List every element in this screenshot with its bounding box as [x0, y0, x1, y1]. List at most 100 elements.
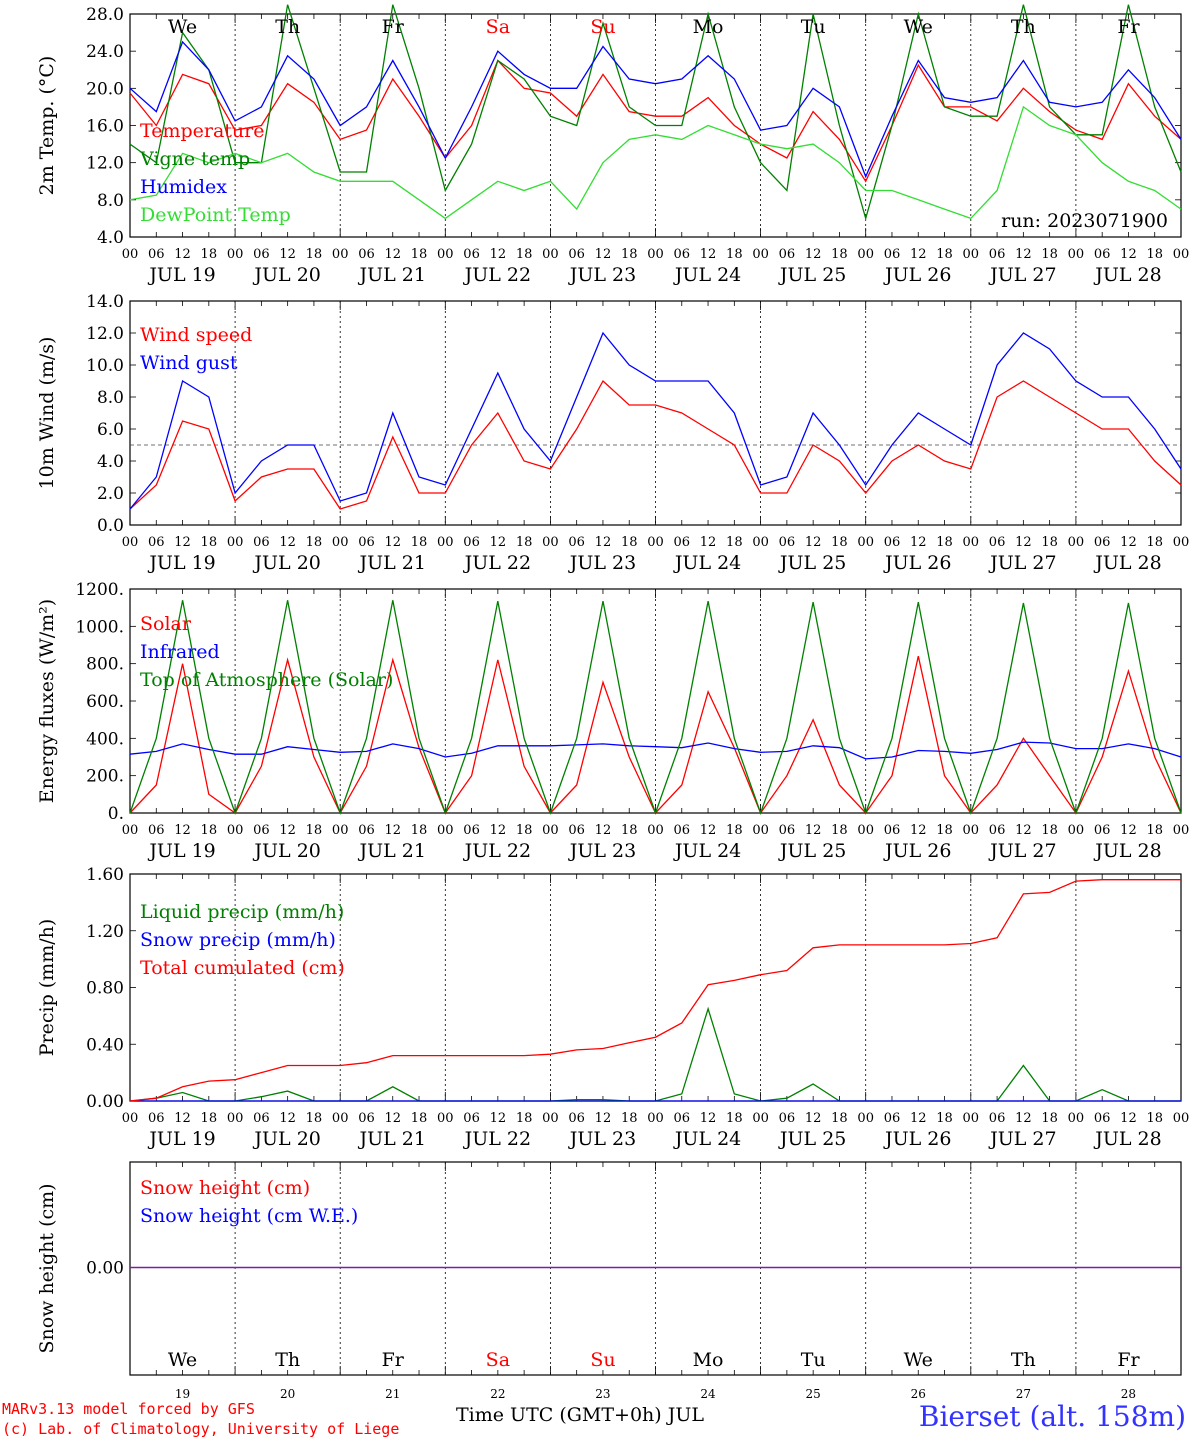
hour-tick-label: 18	[621, 535, 638, 550]
hour-tick-label: 00	[1173, 535, 1190, 550]
hour-tick-label: 12	[700, 823, 717, 838]
day-number-label: 19	[175, 1387, 190, 1401]
weekday-label-bottom: We	[168, 1349, 197, 1371]
series-line-infrared	[129, 741, 1182, 760]
hour-tick-label: 00	[1068, 535, 1085, 550]
hour-tick-label: 12	[1015, 535, 1032, 550]
hour-tick-label: 18	[201, 535, 218, 550]
y-tick-label: 24.0	[86, 42, 124, 62]
legend-entry: Total cumulated (cm)	[140, 957, 345, 979]
date-label: JUL 19	[147, 1128, 215, 1150]
date-label: JUL 21	[358, 552, 426, 574]
hour-tick-label: 00	[227, 823, 244, 838]
series-line-humidex	[129, 40, 1182, 179]
weekday-label: Su	[590, 16, 615, 38]
y-tick-label: 4.0	[97, 452, 124, 472]
date-label: JUL 21	[358, 264, 426, 286]
hour-tick-label: 00	[963, 247, 980, 262]
hour-tick-label: 06	[253, 823, 270, 838]
hour-tick-label: 06	[463, 1111, 480, 1126]
hour-tick-label: 18	[306, 1111, 323, 1126]
hour-tick-label: 18	[831, 247, 848, 262]
date-label: JUL 28	[1093, 264, 1161, 286]
hour-tick-label: 12	[1015, 823, 1032, 838]
series-line-temperature	[129, 59, 1182, 183]
hour-tick-label: 12	[174, 823, 191, 838]
legend-entry: Snow height (cm)	[140, 1177, 310, 1199]
legend-entry: Vigne temp	[139, 148, 250, 170]
time-axis-title: Time UTC (GMT+0h) JUL	[456, 1404, 704, 1426]
hour-tick-label: 18	[411, 823, 428, 838]
panel-1: 4.0 8.0 12.0 16.0 20.0 24.0 28.0 2m Temp. (°C) T…	[36, 4, 1189, 286]
y-tick-label: 0.0	[97, 516, 124, 536]
weekday-label: Sa	[486, 16, 510, 38]
hour-tick-label: 00	[857, 1111, 874, 1126]
hour-tick-label: 06	[1094, 535, 1111, 550]
day-number-label: 23	[595, 1387, 610, 1401]
hour-tick-label: 06	[253, 247, 270, 262]
date-label: JUL 25	[778, 840, 846, 862]
date-label: JUL 20	[252, 552, 320, 574]
hour-tick-label: 06	[358, 1111, 375, 1126]
hour-tick-label: 06	[779, 1111, 796, 1126]
hour-tick-label: 00	[332, 823, 349, 838]
hour-tick-label: 18	[516, 823, 533, 838]
hour-tick-label: 06	[463, 247, 480, 262]
weekday-label: Mo	[693, 16, 724, 38]
hour-tick-label: 00	[1068, 823, 1085, 838]
hour-tick-label: 12	[595, 535, 612, 550]
hour-tick-label: 00	[647, 823, 664, 838]
hour-tick-label: 18	[201, 823, 218, 838]
hour-tick-label: 00	[963, 823, 980, 838]
hour-tick-label: 12	[1120, 823, 1137, 838]
weekday-label: Th	[275, 16, 300, 38]
y-tick-label: 800.	[86, 655, 124, 675]
hour-tick-label: 12	[279, 1111, 296, 1126]
hour-tick-label: 12	[910, 535, 927, 550]
hour-tick-label: 12	[910, 823, 927, 838]
hour-tick-label: 06	[989, 1111, 1006, 1126]
day-number-label: 20	[280, 1387, 295, 1401]
hour-tick-label: 12	[384, 247, 401, 262]
hour-tick-label: 18	[1146, 823, 1163, 838]
hour-tick-label: 12	[174, 247, 191, 262]
y-tick-label: 0.80	[86, 979, 124, 999]
date-label: JUL 22	[463, 1128, 531, 1150]
hour-tick-label: 12	[384, 535, 401, 550]
weekday-label-bottom: Th	[275, 1349, 300, 1371]
hour-tick-label: 06	[674, 823, 691, 838]
date-label: JUL 20	[252, 840, 320, 862]
hour-tick-label: 12	[910, 247, 927, 262]
hour-tick-label: 18	[831, 1111, 848, 1126]
hour-tick-label: 18	[516, 535, 533, 550]
hour-tick-label: 18	[201, 1111, 218, 1126]
hour-tick-label: 18	[936, 823, 953, 838]
legend-entry: Temperature	[140, 120, 264, 142]
legend-entry: Snow height (cm W.E.)	[140, 1205, 358, 1227]
hour-tick-label: 00	[437, 1111, 454, 1126]
y-tick-label: 8.0	[97, 191, 124, 211]
legend-entry: Snow precip (mm/h)	[140, 929, 336, 951]
hour-tick-label: 12	[279, 535, 296, 550]
hour-tick-label: 12	[805, 535, 822, 550]
hour-tick-label: 06	[148, 247, 165, 262]
date-label: JUL 24	[673, 264, 741, 286]
hour-tick-label: 00	[647, 1111, 664, 1126]
legend-entry: Humidex	[140, 176, 227, 198]
hour-tick-label: 06	[148, 535, 165, 550]
hour-tick-label: 06	[148, 823, 165, 838]
date-label: JUL 19	[147, 840, 215, 862]
hour-tick-label: 12	[490, 247, 507, 262]
hour-tick-label: 12	[910, 1111, 927, 1126]
legend-entry: Wind speed	[140, 324, 252, 346]
day-number-label: 24	[700, 1387, 716, 1401]
y-tick-label: 200.	[86, 767, 124, 787]
credit-lab: (c) Lab. of Climatology, University of L…	[2, 1420, 400, 1438]
day-number-label: 27	[1016, 1387, 1031, 1401]
hour-tick-label: 18	[726, 247, 743, 262]
hour-tick-label: 00	[647, 247, 664, 262]
hour-tick-label: 12	[805, 823, 822, 838]
y-tick-label: 14.0	[86, 292, 124, 312]
y-tick-label: 0.00	[86, 1259, 124, 1279]
legend-entry: Wind gust	[140, 352, 238, 374]
